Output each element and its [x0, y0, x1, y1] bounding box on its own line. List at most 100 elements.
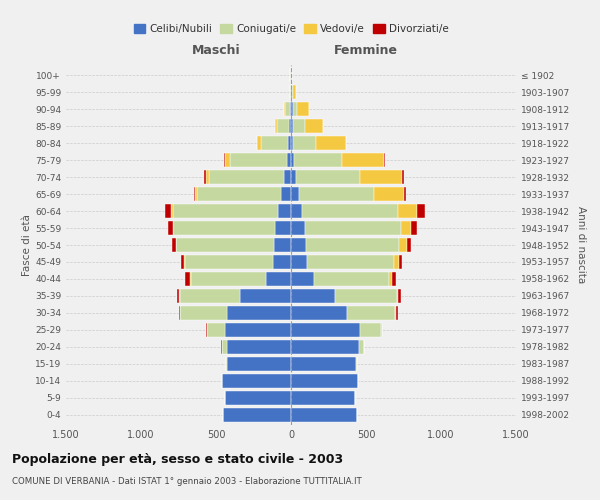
Bar — [290, 102, 291, 116]
Bar — [225, 323, 291, 337]
Bar — [389, 272, 392, 286]
Bar — [277, 119, 289, 133]
Legend: Celibi/Nubili, Coniugati/e, Vedovi/e, Divorziati/e: Celibi/Nubili, Coniugati/e, Vedovi/e, Di… — [130, 20, 452, 38]
Bar — [291, 357, 356, 371]
Bar — [293, 85, 296, 99]
Bar — [396, 306, 398, 320]
Bar — [275, 221, 291, 235]
Bar — [288, 136, 291, 150]
Bar — [177, 289, 179, 303]
Bar — [185, 255, 273, 269]
Bar — [316, 136, 346, 150]
Bar — [291, 323, 360, 337]
Text: Maschi: Maschi — [191, 44, 241, 57]
Bar — [173, 204, 277, 218]
Bar — [291, 85, 292, 99]
Bar — [305, 119, 323, 133]
Bar — [291, 374, 358, 388]
Bar — [342, 153, 384, 167]
Bar — [222, 340, 227, 354]
Bar — [226, 357, 227, 371]
Bar — [274, 238, 291, 252]
Bar — [297, 102, 309, 116]
Bar — [191, 272, 265, 286]
Bar — [397, 289, 398, 303]
Bar — [307, 238, 400, 252]
Bar — [190, 272, 191, 286]
Bar — [257, 136, 261, 150]
Bar — [359, 340, 364, 354]
Bar — [291, 136, 293, 150]
Bar — [291, 340, 359, 354]
Bar — [195, 187, 197, 201]
Bar — [291, 102, 293, 116]
Bar — [277, 204, 291, 218]
Bar — [287, 153, 291, 167]
Bar — [205, 170, 209, 184]
Bar — [291, 408, 357, 422]
Bar — [291, 187, 299, 201]
Bar — [176, 238, 274, 252]
Bar — [197, 187, 281, 201]
Bar — [185, 272, 190, 286]
Bar — [400, 238, 407, 252]
Bar — [292, 85, 293, 99]
Bar — [360, 170, 402, 184]
Bar — [305, 221, 401, 235]
Bar — [384, 153, 385, 167]
Bar — [291, 306, 347, 320]
Bar — [407, 238, 412, 252]
Bar — [179, 306, 180, 320]
Bar — [373, 187, 404, 201]
Bar — [224, 153, 225, 167]
Bar — [291, 255, 307, 269]
Bar — [412, 221, 416, 235]
Bar — [261, 136, 288, 150]
Bar — [171, 204, 173, 218]
Bar — [291, 221, 305, 235]
Bar — [296, 170, 360, 184]
Bar — [181, 255, 184, 269]
Bar — [293, 136, 316, 150]
Bar — [223, 408, 291, 422]
Bar — [184, 255, 185, 269]
Bar — [291, 204, 302, 218]
Bar — [293, 102, 297, 116]
Bar — [404, 187, 406, 201]
Bar — [401, 221, 412, 235]
Bar — [227, 340, 291, 354]
Text: COMUNE DI VERBANIA - Dati ISTAT 1° gennaio 2003 - Elaborazione TUTTITALIA.IT: COMUNE DI VERBANIA - Dati ISTAT 1° genna… — [12, 478, 362, 486]
Y-axis label: Fasce di età: Fasce di età — [22, 214, 32, 276]
Bar — [227, 357, 291, 371]
Bar — [398, 289, 401, 303]
Bar — [360, 323, 381, 337]
Bar — [209, 170, 284, 184]
Bar — [291, 170, 296, 184]
Bar — [294, 153, 342, 167]
Bar — [207, 323, 225, 337]
Bar — [395, 306, 396, 320]
Bar — [229, 153, 287, 167]
Bar — [284, 170, 291, 184]
Bar — [394, 255, 398, 269]
Bar — [180, 289, 240, 303]
Bar — [291, 119, 293, 133]
Bar — [291, 238, 307, 252]
Bar — [225, 153, 229, 167]
Bar — [165, 204, 171, 218]
Bar — [284, 102, 285, 116]
Bar — [314, 272, 389, 286]
Bar — [180, 306, 227, 320]
Bar — [265, 272, 291, 286]
Bar — [193, 187, 195, 201]
Bar — [240, 289, 291, 303]
Bar — [179, 289, 180, 303]
Bar — [291, 289, 335, 303]
Bar — [347, 306, 395, 320]
Bar — [173, 221, 275, 235]
Bar — [392, 272, 396, 286]
Bar — [227, 306, 291, 320]
Text: Femmine: Femmine — [334, 44, 398, 57]
Bar — [293, 119, 305, 133]
Bar — [285, 102, 290, 116]
